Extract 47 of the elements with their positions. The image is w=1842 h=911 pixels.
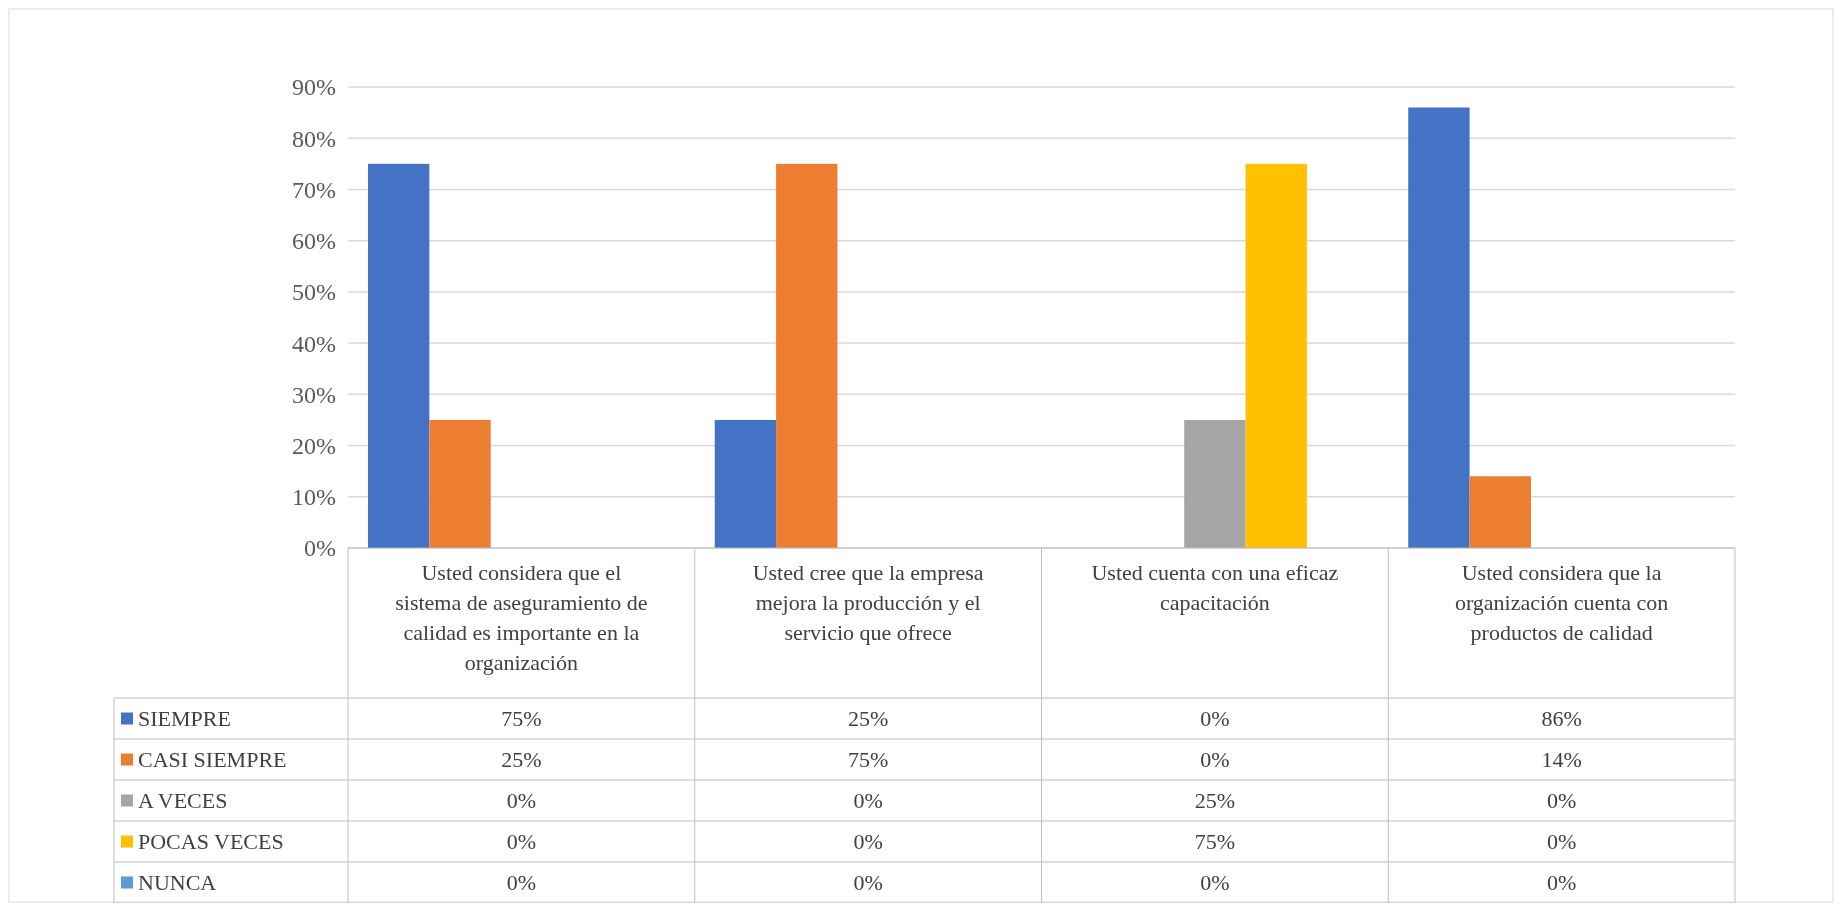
data-label: 75% [847, 747, 889, 773]
legend-label: SIEMPRE [138, 706, 231, 732]
legend-label: A VECES [138, 788, 228, 814]
data-label: 25% [847, 706, 889, 732]
data-label: 0% [506, 829, 537, 855]
x-tick-label: Usted considera que la organización cuenta con productos de calidad [1454, 560, 1669, 645]
y-tick-label: 60% [292, 228, 336, 255]
data-label: 0% [1546, 870, 1577, 896]
data-label: 0% [853, 870, 883, 896]
data-label: 0% [1546, 829, 1577, 855]
y-tick-label: 30% [292, 381, 336, 408]
bar [1408, 107, 1470, 548]
data-label: 75% [1194, 829, 1236, 855]
bar [1184, 419, 1246, 548]
y-tick-label: 0% [304, 535, 336, 562]
data-label: 0% [853, 829, 883, 855]
data-label: 25% [501, 747, 542, 773]
data-label: 14% [1541, 747, 1582, 773]
y-tick-label: 80% [292, 125, 336, 152]
y-tick-label: 70% [292, 176, 336, 203]
data-label: 0% [1200, 747, 1230, 773]
legend-label: POCAS VECES [138, 829, 284, 855]
y-tick-label: 40% [292, 330, 336, 357]
legend-label: NUNCA [138, 870, 217, 896]
bar [429, 419, 491, 548]
y-tick-label: 90% [292, 74, 336, 101]
x-tick-label: Usted considera que el sistema de aseguramiento de calidad es importante en la organización [395, 560, 648, 675]
data-label: 0% [853, 788, 883, 814]
data-label: 25% [1194, 788, 1236, 814]
data-label: 0% [1200, 706, 1230, 732]
bar [776, 163, 838, 548]
data-label: 0% [506, 788, 537, 814]
bar [1245, 163, 1307, 548]
data-label: 0% [1546, 788, 1577, 814]
legend-label: CASI SIEMPRE [138, 747, 287, 773]
data-label: 75% [501, 706, 542, 732]
x-tick-label: Usted cuenta con una eficaz capacitación [1091, 560, 1339, 615]
bar [368, 163, 430, 548]
y-tick-label: 50% [292, 279, 336, 306]
y-tick-label: 10% [292, 484, 336, 511]
x-tick-label: Usted cree que la empresa mejora la producción y el servicio que ofrece [752, 560, 984, 645]
bar [714, 419, 777, 548]
data-label: 86% [1541, 706, 1582, 732]
data-label: 0% [1200, 870, 1230, 896]
data-label: 0% [506, 870, 537, 896]
bar [1469, 476, 1531, 548]
y-tick-label: 20% [292, 432, 336, 459]
